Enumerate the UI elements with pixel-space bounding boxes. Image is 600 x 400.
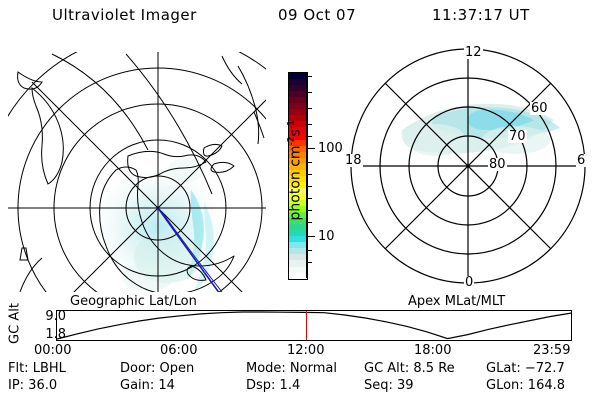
- mlt-label-12: 12: [464, 45, 483, 60]
- strip-y-axis-title: GC Alt: [7, 303, 23, 344]
- mlat-label-70: 70: [508, 129, 527, 144]
- status-glon: GLon: 164.8: [486, 378, 566, 393]
- colorbar-minor-tick: [306, 108, 312, 109]
- mlt-label-6: 6: [576, 153, 587, 168]
- colorbar-minor-tick: [306, 198, 312, 199]
- status-ip: IP: 36.0: [8, 378, 58, 393]
- mlt-panel-title: Apex MLat/MLT: [408, 294, 506, 309]
- colorbar-minor-tick: [306, 136, 312, 137]
- colorbar-minor-tick: [306, 124, 312, 125]
- orbit-altitude-strip[interactable]: Geographic Lat/Lon Apex MLat/MLT GC Alt …: [0, 294, 600, 358]
- status-dsp: Dsp: 1.4: [246, 378, 301, 393]
- geographic-map-svg: [8, 52, 266, 292]
- colorbar-minor-tick: [306, 162, 312, 163]
- mlt-dial-svg: [350, 48, 586, 284]
- time-cursor-line[interactable]: [305, 311, 307, 340]
- coastline-other-landmass: [17, 55, 265, 292]
- colorbar-label-100: 100: [318, 141, 343, 156]
- mlat-label-80: 80: [488, 157, 507, 172]
- colorbar-tick-100: [306, 148, 315, 149]
- colorbar-minor-tick: [306, 186, 312, 187]
- geographic-map-panel[interactable]: [8, 52, 266, 292]
- colorbar-axis-title: photon cm-2s-1: [286, 120, 304, 221]
- strip-x-label-1: 06:00: [160, 343, 198, 358]
- colorbar-minor-tick: [306, 76, 312, 77]
- colorbar-panel: 100 10 photon cm-2s-1: [268, 62, 354, 292]
- status-footer: Flt: LBHL Door: Open Mode: Normal GC Alt…: [0, 362, 600, 400]
- colorbar-minor-tick: [306, 250, 312, 251]
- strip-plot-frame: [56, 310, 572, 341]
- colorbar-axis: [306, 72, 307, 278]
- status-gcalt: GC Alt: 8.5 Re: [364, 361, 455, 376]
- strip-altitude-curve: [57, 311, 571, 340]
- observation-time: 11:37:17 UT: [432, 6, 530, 24]
- colorbar-minor-tick: [306, 262, 312, 263]
- strip-y-label-top: 9.0: [45, 309, 66, 324]
- mlt-label-0: 0: [464, 275, 475, 290]
- geo-panel-title: Geographic Lat/Lon: [70, 294, 197, 309]
- coastline-antarctica: [99, 143, 235, 292]
- colorbar-minor-tick: [306, 210, 312, 211]
- colorbar-label-10: 10: [318, 229, 335, 244]
- status-seq: Seq: 39: [364, 378, 414, 393]
- mlat-label-60: 60: [530, 101, 549, 116]
- pole-center-marker: [466, 164, 470, 168]
- terminator-arcs: [51, 53, 213, 195]
- status-door: Door: Open: [120, 361, 195, 376]
- colorbar-minor-tick: [306, 92, 312, 93]
- strip-x-label-3: 18:00: [414, 343, 452, 358]
- colorbar-minor-tick: [306, 174, 312, 175]
- mlt-label-18: 18: [344, 153, 363, 168]
- status-glat: GLat: −72.7: [486, 361, 565, 376]
- status-flt: Flt: LBHL: [8, 361, 66, 376]
- header-bar: Ultraviolet Imager 09 Oct 07 11:37:17 UT: [0, 6, 600, 28]
- status-gain: Gain: 14: [120, 378, 175, 393]
- colorbar-gradient: [288, 72, 308, 280]
- strip-x-label-0: 00:00: [34, 343, 72, 358]
- orbit-ground-track: [157, 207, 223, 292]
- strip-x-label-4: 23:59: [533, 343, 571, 358]
- strip-x-label-2: 12:00: [287, 343, 325, 358]
- status-mode: Mode: Normal: [246, 361, 337, 376]
- colorbar-minor-tick: [306, 222, 312, 223]
- observation-date: 09 Oct 07: [278, 6, 357, 24]
- instrument-title: Ultraviolet Imager: [52, 6, 197, 24]
- mlt-dial-panel[interactable]: 12 6 0 18 60 70 80: [340, 44, 596, 294]
- colorbar-tick-10: [306, 236, 315, 237]
